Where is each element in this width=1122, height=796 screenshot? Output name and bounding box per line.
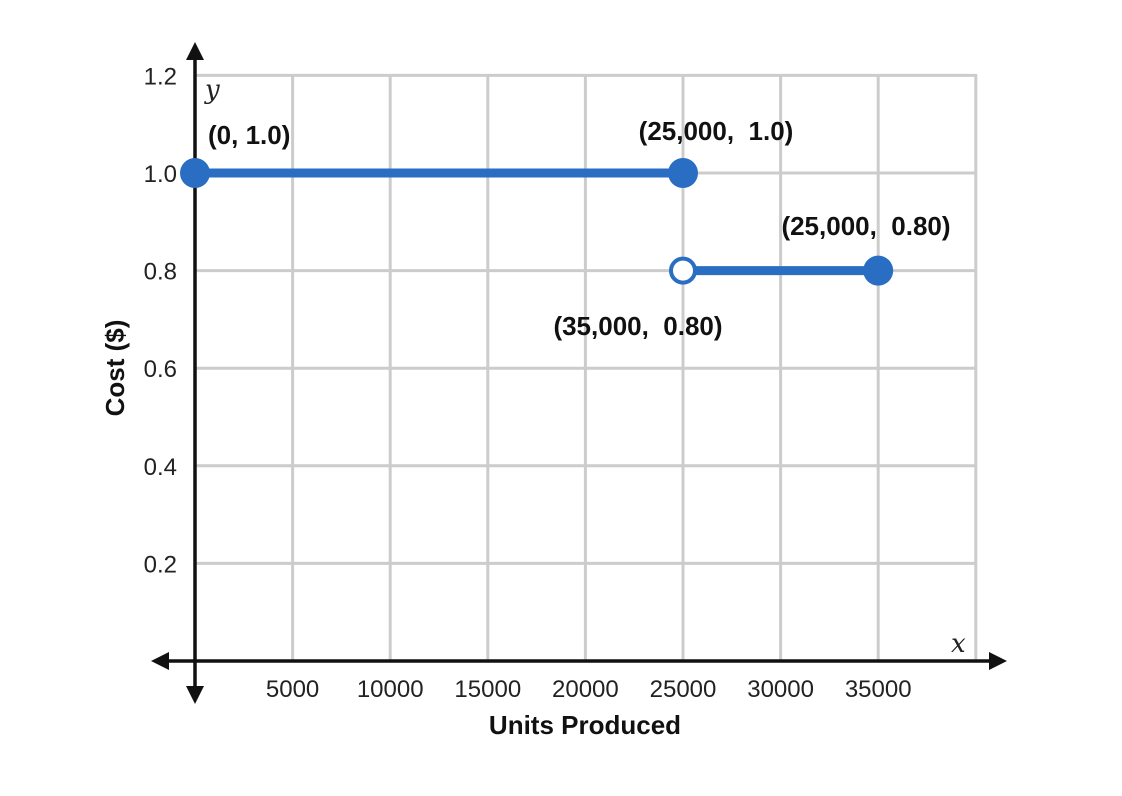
y-axis-arrow-up xyxy=(186,42,204,60)
point-label: (35,000, 0.80) xyxy=(553,311,722,341)
y-tick-label: 0.8 xyxy=(144,259,177,286)
tick-labels: 5000 10000 15000 20000 25000 30000 35000 0.2 0.4… xyxy=(144,63,912,703)
y-tick-label: 1.0 xyxy=(144,161,177,188)
point-labels: (0, 1.0) (25,000, 1.0) (25,000, 0.80) (35,0… xyxy=(208,116,951,341)
x-tick-label: 35000 xyxy=(845,676,912,703)
closed-point xyxy=(668,158,698,188)
point-label: (25,000, 0.80) xyxy=(781,211,950,241)
x-axis-arrow-left xyxy=(151,652,169,670)
grid xyxy=(195,73,978,661)
y-tick-label: 0.2 xyxy=(144,551,177,578)
point-label: (0, 1.0) xyxy=(208,120,290,150)
open-point xyxy=(669,256,697,285)
series xyxy=(180,158,894,286)
y-axis-arrow-down xyxy=(186,686,204,704)
x-tick-label: 15000 xyxy=(454,676,521,703)
y-tick-label: 0.6 xyxy=(144,356,177,383)
x-tick-label: 30000 xyxy=(747,676,814,703)
x-tick-label: 5000 xyxy=(266,676,319,703)
x-tick-label: 20000 xyxy=(552,676,619,703)
x-axis-variable: x xyxy=(951,629,966,659)
y-tick-label: 1.2 xyxy=(144,63,177,90)
y-tick-label: 0.4 xyxy=(144,454,177,481)
y-axis-variable: y xyxy=(204,75,220,105)
y-axis-title: Cost ($) xyxy=(100,320,130,417)
x-tick-label: 25000 xyxy=(650,676,717,703)
closed-point xyxy=(863,255,894,286)
x-axis-arrow-right xyxy=(989,652,1007,670)
point-label: (25,000, 1.0) xyxy=(639,116,794,146)
x-axis-title: Units Produced xyxy=(489,710,681,740)
closed-point xyxy=(180,158,210,188)
x-tick-label: 10000 xyxy=(357,676,424,703)
